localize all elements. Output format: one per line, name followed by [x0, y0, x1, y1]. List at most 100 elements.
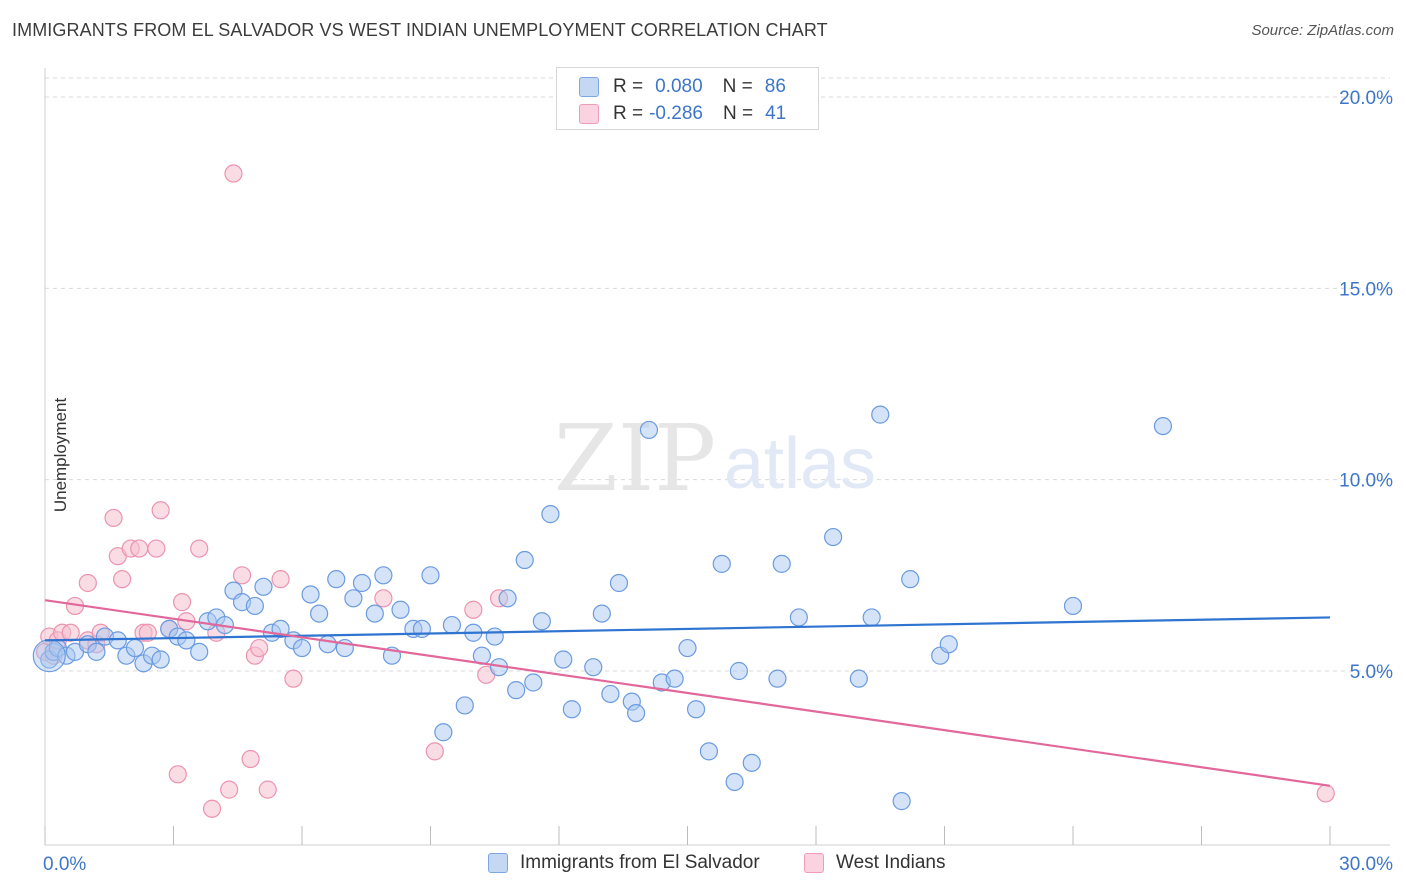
data-point	[725, 772, 744, 792]
data-point	[344, 589, 363, 608]
data-point	[374, 566, 393, 585]
data-point	[202, 799, 222, 818]
data-point	[626, 703, 646, 723]
data-point	[318, 635, 337, 654]
data-point	[742, 753, 761, 772]
legend-swatch-pink	[804, 853, 824, 873]
y-tick-label: 20.0%	[1339, 88, 1393, 109]
legend-item-west-indians[interactable]: West Indians	[804, 852, 945, 874]
legend-r-label: R =	[613, 103, 644, 124]
trendlines	[44, 599, 1331, 787]
data-point	[190, 539, 209, 558]
data-point	[712, 554, 731, 573]
data-point	[271, 570, 290, 589]
data-point	[245, 596, 264, 616]
data-point	[241, 749, 260, 769]
data-point	[61, 623, 80, 642]
legend-n-value: 86	[764, 76, 786, 97]
data-point	[284, 669, 303, 688]
data-point	[168, 765, 187, 784]
axes	[44, 68, 1390, 846]
data-point	[434, 723, 453, 742]
y-axis-label: Unemployment	[51, 397, 71, 513]
data-point	[541, 505, 560, 524]
data-point	[699, 742, 719, 761]
data-point	[1316, 784, 1335, 803]
watermark-zip: ZIP	[554, 405, 716, 512]
data-point	[609, 573, 629, 593]
data-point	[592, 604, 611, 623]
data-point	[374, 589, 393, 608]
legend-item-el-salvador[interactable]: Immigrants from El Salvador	[488, 852, 760, 874]
legend-label: Immigrants from El Salvador	[520, 852, 760, 873]
legend-swatch-blue	[488, 853, 508, 873]
data-point	[515, 550, 534, 570]
data-point	[254, 577, 273, 596]
data-point	[562, 700, 581, 719]
el-salvador-points	[32, 405, 1173, 811]
watermark: ZIP atlas	[554, 405, 876, 512]
data-point	[507, 681, 526, 700]
correlation-legend: R = 0.080 N = 86 R = -0.286 N = 41	[556, 67, 819, 130]
data-point	[220, 780, 239, 799]
data-point	[772, 554, 791, 573]
data-point	[125, 638, 145, 658]
data-point	[1063, 596, 1083, 616]
legend-row-west-indians: R = -0.286 N = 41	[579, 100, 786, 128]
legend-n-label: N =	[722, 76, 753, 97]
legend-label: West Indians	[836, 852, 946, 873]
data-point	[498, 589, 517, 608]
data-point	[104, 508, 123, 528]
x-ticks	[44, 826, 1331, 845]
data-point	[232, 566, 252, 585]
data-point	[258, 780, 277, 799]
trendline-west-indians	[44, 599, 1331, 787]
trendline-el-salvador	[44, 616, 1331, 642]
data-point	[939, 635, 958, 654]
data-point	[224, 164, 243, 183]
legend-r-label: R =	[613, 76, 644, 97]
x-tick-label: 30.0%	[1339, 854, 1393, 875]
data-point	[421, 566, 440, 585]
data-point	[862, 608, 881, 627]
series-legend: Immigrants from El Salvador West Indians	[0, 852, 1406, 878]
data-point	[601, 684, 620, 704]
watermark-atlas: atlas	[724, 424, 876, 504]
data-point	[177, 631, 196, 650]
data-point	[768, 669, 787, 688]
data-point	[686, 700, 706, 719]
data-point	[584, 658, 603, 677]
x-tick-labels: 0.0% 30.0%	[43, 854, 1393, 875]
data-point	[425, 742, 444, 761]
data-point	[292, 638, 312, 658]
y-tick-labels: 5.0% 10.0% 15.0% 20.0%	[1339, 88, 1393, 683]
data-point	[455, 696, 474, 715]
data-point	[554, 650, 573, 669]
legend-r-value: -0.286	[649, 103, 703, 124]
legend-row-el-salvador: R = 0.080 N = 86	[579, 73, 786, 101]
data-point	[639, 420, 659, 440]
data-point	[130, 539, 149, 558]
y-tick-label: 5.0%	[1350, 662, 1393, 683]
data-point	[172, 593, 192, 612]
data-point	[464, 600, 483, 619]
data-point	[147, 539, 166, 558]
legend-n-label: N =	[722, 103, 754, 124]
data-point	[871, 405, 890, 424]
data-point	[190, 642, 209, 661]
data-point	[678, 638, 697, 658]
data-point	[892, 792, 911, 811]
data-point	[87, 642, 106, 661]
y-tick-label: 10.0%	[1339, 471, 1393, 492]
data-point	[250, 638, 269, 658]
source-label: Source: ZipAtlas.com	[1251, 22, 1394, 39]
data-point	[901, 570, 920, 589]
legend-swatch-pink	[579, 104, 599, 124]
y-tick-label: 15.0%	[1339, 279, 1393, 300]
data-point	[729, 661, 749, 681]
data-point	[310, 604, 329, 623]
data-point	[327, 570, 346, 589]
data-point	[789, 608, 808, 627]
data-point	[352, 573, 372, 593]
